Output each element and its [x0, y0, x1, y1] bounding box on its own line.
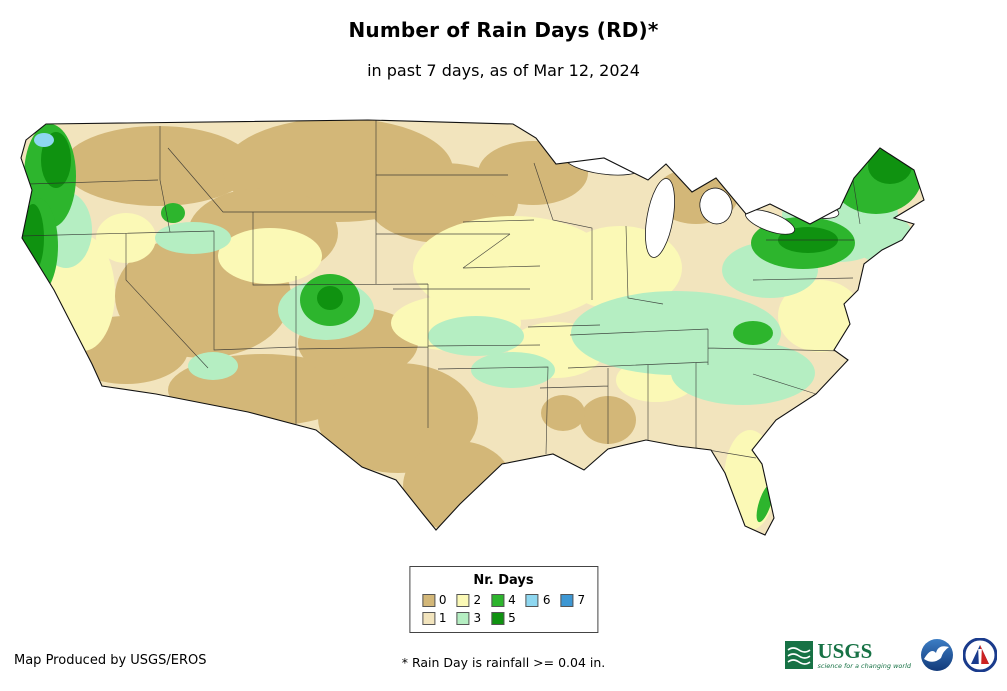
legend-swatch-2	[456, 593, 470, 607]
map-title: Number of Rain Days (RD)*	[348, 18, 659, 42]
credit-text: Map Produced by USGS/EROS	[14, 653, 207, 668]
usgs-logo: USGS science for a changing world	[785, 638, 911, 670]
legend-item-0: 0	[421, 593, 447, 607]
usgs-tagline: science for a changing world	[817, 661, 911, 670]
legend-swatch-6	[525, 593, 539, 607]
legend-item-2: 2	[456, 593, 482, 607]
legend-grid: 0 1 2 3 4 5	[421, 593, 585, 625]
usgs-wordmark: USGS	[817, 638, 873, 663]
lake-michigan	[645, 178, 675, 258]
legend-swatch-5	[491, 611, 505, 625]
lake-huron	[699, 187, 733, 225]
rain-days-raster	[21, 120, 924, 535]
legend-swatch-1	[421, 611, 435, 625]
map-subtitle: in past 7 days, as of Mar 12, 2024	[367, 61, 640, 80]
legend-label-1: 1	[438, 611, 447, 625]
legend-swatch-4	[491, 593, 505, 607]
legend-label-0: 0	[438, 593, 447, 607]
us-rain-days-map	[8, 118, 943, 550]
legend-label-2: 2	[473, 593, 482, 607]
agency-logos: USGS science for a changing world	[785, 638, 997, 672]
legend-item-3: 3	[456, 611, 482, 625]
legend-swatch-3	[456, 611, 470, 625]
legend-swatch-0	[421, 593, 435, 607]
footnote-text: * Rain Day is rainfall >= 0.04 in.	[401, 655, 606, 670]
legend-item-1: 1	[421, 611, 447, 625]
usgs-wave-icon	[785, 641, 814, 669]
legend-item-5: 5	[491, 611, 516, 625]
nws-logo	[963, 638, 997, 672]
legend-swatch-7	[560, 593, 574, 607]
legend-item-7: 7	[560, 593, 585, 607]
legend-title: Nr. Days	[473, 573, 534, 588]
legend-box: Nr. Days 0 1 2 3 4	[408, 566, 599, 633]
legend-label-4: 4	[508, 593, 516, 607]
legend-label-5: 5	[508, 611, 516, 625]
legend-label-3: 3	[473, 611, 482, 625]
legend-item-4: 4	[491, 593, 516, 607]
us-outline	[20, 119, 925, 536]
noaa-logo	[921, 639, 953, 671]
legend-label-6: 6	[542, 593, 551, 607]
us-map-svg	[20, 119, 925, 536]
legend-label-7: 7	[577, 593, 586, 607]
legend-item-6: 6	[525, 593, 551, 607]
